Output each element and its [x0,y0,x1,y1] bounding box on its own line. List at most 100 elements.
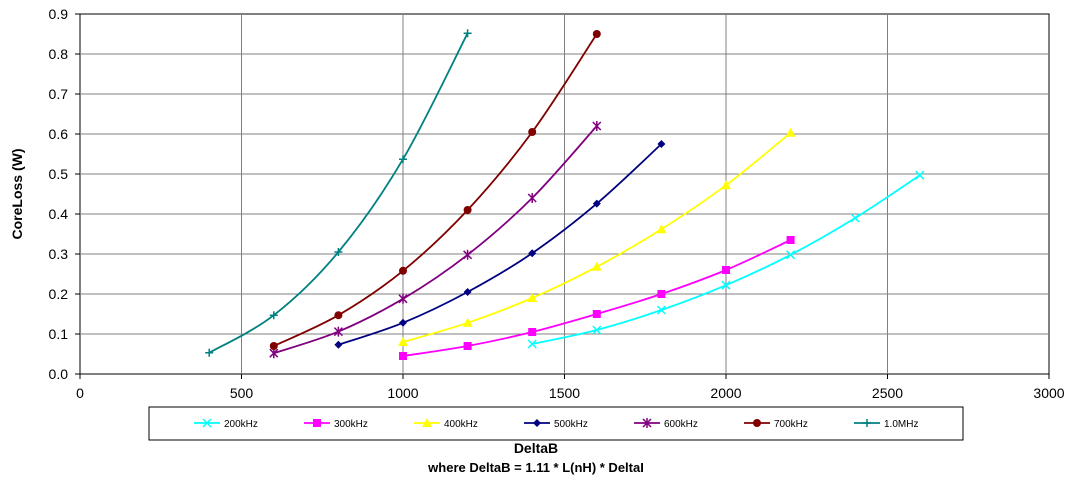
data-point [785,127,796,137]
data-point [657,290,666,298]
data-point [205,348,214,357]
x-tick-label: 2000 [710,385,741,401]
series-1.0MHz [205,29,472,357]
data-point [463,342,472,350]
data-point [721,180,731,190]
legend-label: 400kHz [444,419,478,430]
x-tick-label: 2500 [872,385,903,401]
legend-item-700kHz: 700kHz [744,419,808,430]
series-line [208,32,469,354]
data-point [657,140,666,148]
series-700kHz [269,30,601,350]
series-400kHz [398,127,796,346]
data-point [528,128,537,136]
data-point [462,317,473,327]
data-point [334,248,343,256]
data-point [592,325,602,335]
legend-marker [533,419,541,427]
data-point [722,266,730,274]
legend-item-200kHz: 200kHz [194,418,258,430]
axes: 0 500 1000 1500 2000 2500 3000 0.0 0.1 0.2 0.3 0.4 0… [49,6,1065,401]
legend-marker [313,419,321,427]
series-300kHz [399,236,795,360]
data-point [398,337,408,346]
data-point [269,342,278,350]
y-tick-label: 0.9 [49,6,69,22]
data-point [592,310,601,318]
data-point [334,311,343,320]
data-point [399,318,407,327]
legend-item-1.0MHz: 1.0MHz [854,419,918,430]
series-line [273,125,598,355]
series-layer [205,29,925,360]
y-tick-label: 0.6 [49,126,69,142]
data-point [721,280,731,290]
legend-marker [753,419,761,427]
legend-item-400kHz: 400kHz [414,418,478,430]
series-600kHz [269,121,602,359]
y-tick-label: 0.0 [49,366,69,382]
data-point [527,193,537,203]
data-point [399,266,407,275]
data-point [333,326,343,337]
y-tick-label: 0.4 [49,206,69,222]
x-tick-label: 1500 [549,385,580,401]
y-tick-label: 0.5 [49,166,69,182]
data-point [592,121,602,131]
data-point [656,224,667,234]
legend-label: 700kHz [774,419,808,430]
legend-item-300kHz: 300kHz [304,419,368,430]
x-tick-label: 1000 [387,385,418,401]
data-point [527,339,537,349]
series-200kHz [527,170,925,349]
legend-label: 300kHz [334,419,368,430]
data-point [915,170,925,180]
series-line [338,143,663,346]
data-point [463,206,472,214]
y-tick-label: 0.3 [49,246,69,262]
data-point [463,288,472,296]
legend-item-500kHz: 500kHz [524,419,588,430]
data-point [850,213,860,223]
data-point [656,305,666,315]
data-point [269,311,278,320]
data-point [527,293,538,302]
legend-label: 200kHz [224,419,258,430]
x-tick-label: 500 [230,385,254,401]
data-point [786,250,796,260]
data-point [591,261,602,271]
legend-marker [863,419,871,427]
x-tick-label: 0 [76,385,84,401]
legend-marker [422,418,432,427]
data-point [398,293,408,304]
data-point [786,236,795,244]
data-point [463,249,473,260]
legend: 200kHz 300kHz 400kHz 500kHz 600kHz 700kHz 1.0M… [194,418,918,430]
x-axis-title: DeltaB [514,440,558,456]
data-point [334,340,343,349]
grid-lines [80,14,1049,374]
legend-box [148,406,964,441]
data-point [463,29,472,38]
legend-marker [202,418,212,428]
legend-label: 600kHz [664,419,698,430]
data-point [592,30,601,38]
data-point [528,249,537,258]
legend-marker [642,418,652,428]
y-axis-title: CoreLoss (W) [9,149,25,240]
y-tick-label: 0.2 [49,286,69,302]
data-point [528,328,537,336]
x-tick-label: 3000 [1033,385,1064,401]
legend-label: 500kHz [554,419,588,430]
y-tick-label: 0.8 [49,46,69,62]
data-point [399,155,407,164]
data-point [399,352,407,360]
legend-item-600kHz: 600kHz [634,418,698,430]
series-500kHz [334,140,666,349]
y-tick-label: 0.7 [49,86,69,102]
x-axis-subtitle: where DeltaB = 1.11 * L(nH) * DeltaI [427,460,644,475]
legend-label: 1.0MHz [884,419,918,430]
y-tick-label: 0.1 [49,326,69,342]
data-point [592,199,601,208]
